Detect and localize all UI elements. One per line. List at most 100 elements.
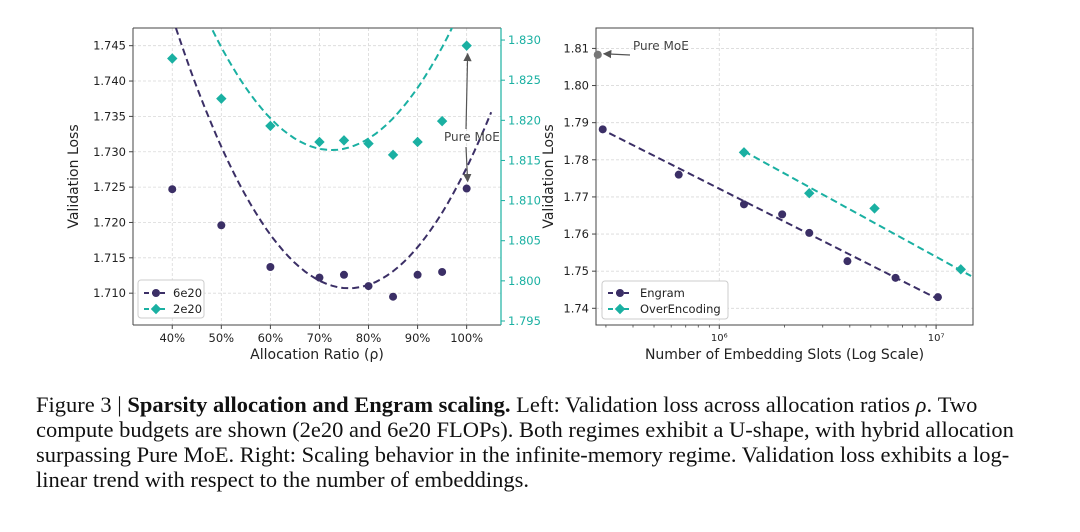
data-point-6e20 — [389, 292, 398, 301]
data-point-6e20 — [266, 263, 275, 272]
y-tick-label: 1.81 — [563, 41, 589, 55]
x-tick-label: 60% — [258, 331, 284, 345]
legend-marker — [150, 303, 162, 315]
y-tick-label: 1.79 — [563, 116, 589, 130]
data-point-2e20 — [314, 136, 325, 148]
data-point-6e20 — [438, 267, 447, 276]
y2-tick-label: 1.795 — [508, 314, 541, 328]
y2-tick-label: 1.825 — [508, 73, 541, 87]
figure: 40% 50% 60% 70% 80% 90% 100% 1.710 1.715 1.720 1.7… — [66, 27, 974, 363]
legend-marker — [152, 289, 160, 297]
data-point-2e20 — [461, 40, 472, 51]
left-chart: 40% 50% 60% 70% 80% 90% 100% 1.710 1.715 1.720 1.7… — [66, 27, 557, 363]
y2-tick-label: 1.810 — [508, 194, 541, 208]
y-tick-label: 1.745 — [93, 39, 126, 53]
y-tick-label: 1.74 — [563, 301, 589, 315]
data-point-2e20 — [387, 149, 399, 161]
caption-title: Sparsity allocation and Engram scaling. — [127, 392, 511, 417]
data-point-Engram — [598, 125, 607, 134]
annotation-arrow-down — [463, 146, 472, 183]
data-point-2e20 — [436, 115, 448, 127]
left-plot-area — [167, 28, 493, 301]
x-axis-label: Number of Embedding Slots (Log Scale) — [645, 347, 924, 363]
y2-tick-label: 1.820 — [508, 113, 541, 127]
y2-axis-label: Validation Loss — [541, 124, 557, 228]
legend-label: 2e20 — [173, 302, 202, 316]
y-tick-label: 1.735 — [93, 109, 126, 123]
annotation-arrow — [602, 49, 631, 59]
data-point-6e20 — [462, 184, 471, 193]
data-point-2e20 — [412, 136, 423, 148]
legend-label: 6e20 — [173, 286, 202, 300]
x-tick-label: 10⁶ — [711, 333, 728, 344]
data-point-OverEncoding — [955, 264, 966, 275]
data-point-OverEncoding — [738, 147, 750, 158]
legend-label: OverEncoding — [640, 302, 721, 316]
data-point-6e20 — [339, 270, 348, 279]
data-point-Engram — [778, 210, 787, 219]
y-tick-label: 1.78 — [563, 153, 589, 167]
y-axis-label: Validation Loss — [66, 124, 82, 228]
x-axis-label: Allocation Ratio (ρ) — [250, 347, 384, 363]
legend-label: Engram — [640, 286, 685, 300]
data-point-6e20 — [315, 273, 324, 282]
legend-box — [601, 280, 729, 320]
y-tick-label: 1.725 — [93, 180, 126, 194]
data-point-Engram — [674, 170, 683, 179]
fit-line-OverEncoding — [743, 150, 972, 277]
data-point-2e20 — [363, 138, 374, 149]
data-point-OverEncoding — [869, 203, 880, 214]
right-chart: 10⁶ 10⁷ 1.74 1.75 1.76 1.77 1.78 1.79 1.80 1.81 Nu… — [563, 27, 974, 363]
caption-label: Figure 3 | — [36, 392, 128, 417]
y-tick-label: 1.76 — [563, 227, 589, 241]
annotation-pure-moe: Pure MoE — [633, 39, 689, 53]
y2-tick-label: 1.815 — [508, 153, 541, 167]
data-point-6e20 — [413, 270, 422, 279]
y-tick-label: 1.80 — [563, 79, 589, 93]
data-point-Engram — [933, 293, 942, 302]
figure-caption: Figure 3 | Sparsity allocation and Engra… — [36, 392, 1056, 492]
data-point-6e20 — [217, 221, 226, 230]
data-point-6e20 — [364, 282, 373, 291]
x-tick-label: 90% — [405, 331, 431, 345]
fit-line-6e20 — [174, 28, 493, 290]
y-tick-label: 1.720 — [93, 215, 126, 229]
caption-text-2: . Two compute budgets are shown (2e20 an… — [36, 392, 1014, 492]
right-frame — [595, 27, 974, 326]
data-point-2e20 — [216, 93, 227, 104]
x-tick-label: 50% — [209, 331, 235, 345]
y2-tick-label: 1.830 — [508, 33, 541, 47]
data-point-Engram — [843, 257, 852, 266]
annotation-arrow-up — [463, 52, 472, 130]
data-point-2e20 — [265, 120, 276, 132]
right-legend: Engram OverEncoding — [601, 280, 729, 320]
data-point-2e20 — [167, 53, 178, 64]
right-grid — [596, 28, 973, 325]
data-point-6e20 — [168, 185, 177, 194]
data-point-2e20 — [338, 135, 350, 146]
left-legend: 6e20 2e20 — [137, 279, 205, 319]
fit-line-Engram — [598, 127, 939, 300]
legend-marker — [616, 289, 624, 297]
y-tick-label: 1.740 — [93, 74, 126, 88]
y-tick-label: 1.75 — [563, 264, 589, 278]
x-tick-label: 100% — [450, 331, 483, 345]
x-tick-label: 70% — [307, 331, 333, 345]
y-tick-label: 1.730 — [93, 145, 126, 159]
y2-tick-label: 1.800 — [508, 274, 541, 288]
right-plot-area — [596, 50, 972, 302]
caption-text-1: Left: Validation loss across allocation … — [510, 392, 916, 417]
data-point-OverEncoding — [804, 188, 815, 199]
y2-tick-label: 1.805 — [508, 234, 541, 248]
caption-rho: ρ — [915, 392, 927, 417]
x-tick-label: 80% — [356, 331, 382, 345]
data-point-Engram — [891, 273, 900, 282]
annotation-pure-moe: Pure MoE — [444, 130, 500, 144]
y-tick-label: 1.710 — [93, 286, 126, 300]
x-tick-label: 10⁷ — [928, 333, 945, 344]
data-point-pure-moe-marker — [593, 50, 602, 59]
x-tick-label: 40% — [159, 331, 185, 345]
data-point-Engram — [739, 200, 748, 209]
data-point-Engram — [805, 228, 814, 237]
y-tick-label: 1.715 — [93, 251, 126, 265]
